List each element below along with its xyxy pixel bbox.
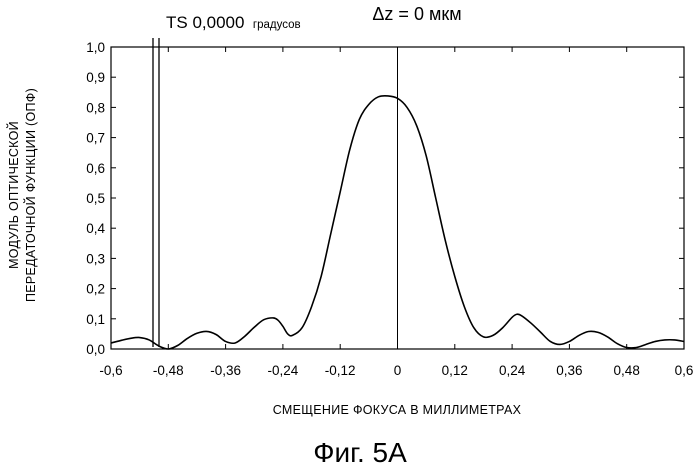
- x-axis-title: СМЕЩЕНИЕ ФОКУСА В МИЛЛИМЕТРАХ: [273, 403, 522, 417]
- x-tick-label: 0,48: [614, 363, 640, 378]
- y-tick-label: 0,0: [86, 342, 105, 357]
- x-tick-label: -0,36: [210, 363, 241, 378]
- plot-area: [111, 47, 684, 349]
- figure-caption: Фиг. 5А: [313, 437, 407, 468]
- legend-text: TS 0,0000 градусов: [166, 13, 301, 32]
- y-tick-label: 0,8: [86, 100, 105, 115]
- x-tick-label: -0,24: [268, 363, 299, 378]
- x-tick-label: 0,36: [556, 363, 582, 378]
- legend-label: TS 0,0000: [166, 13, 244, 32]
- x-tick-label: 0: [394, 363, 402, 378]
- x-tick-label: -0,12: [325, 363, 356, 378]
- legend: TS 0,0000 градусов: [153, 13, 301, 347]
- y-tick-label: 0,3: [86, 251, 105, 266]
- delta-z-label: Δz = 0 мкм: [372, 4, 461, 24]
- y-tick-label: 0,1: [86, 312, 105, 327]
- y-axis-title-line-2: ПЕРЕДАТОЧНОЙ ФУНКЦИИ (ОПФ): [23, 88, 38, 302]
- y-tick-label: 0,2: [86, 282, 105, 297]
- y-tick-label: 0,7: [86, 131, 105, 146]
- x-tick-label: 0,12: [442, 363, 468, 378]
- x-tick-label: -0,6: [99, 363, 122, 378]
- y-tick-label: 1,0: [86, 40, 105, 55]
- x-tick-label: 0,24: [499, 363, 526, 378]
- y-tick-label: 0,9: [86, 70, 105, 85]
- axis-ticks: -0,6 -0,48 -0,36 -0,24 -0,12 0 0,12 0,24 0,36 0,4…: [86, 40, 693, 378]
- legend-unit: градусов: [253, 19, 301, 31]
- y-tick-label: 0,6: [86, 161, 105, 176]
- y-tick-label: 0,5: [86, 191, 105, 206]
- x-tick-label: -0,48: [153, 363, 184, 378]
- y-tick-label: 0,4: [86, 221, 105, 236]
- x-tick-label: 0,6: [675, 363, 694, 378]
- y-axis-title-line-1: МОДУЛЬ ОПТИЧЕСКОЙ: [6, 121, 21, 269]
